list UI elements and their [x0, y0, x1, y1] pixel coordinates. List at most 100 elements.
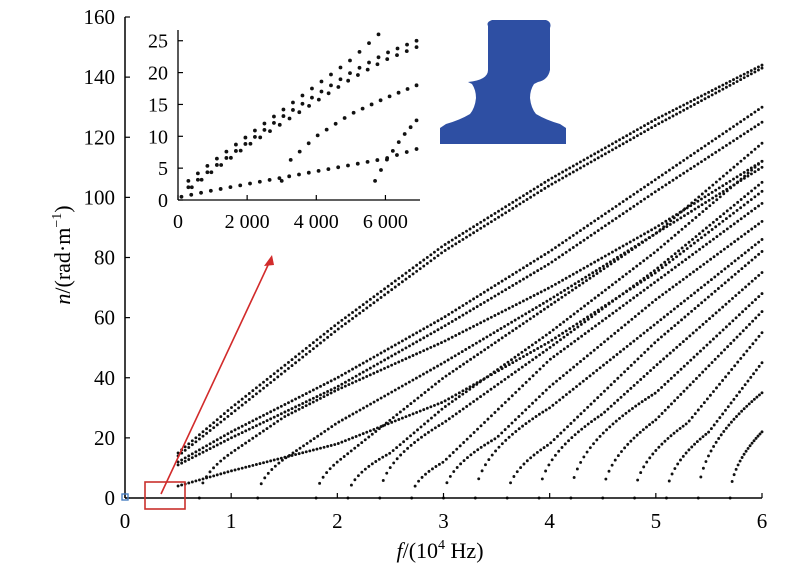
data-point [254, 392, 258, 396]
data-point [660, 173, 664, 177]
data-point [458, 365, 462, 368]
data-point [395, 46, 400, 51]
data-point [326, 91, 331, 96]
data-point [571, 170, 575, 174]
data-point [416, 396, 420, 400]
data-point [711, 201, 715, 205]
data-point [294, 453, 298, 456]
data-point [475, 295, 479, 299]
data-point [411, 354, 415, 357]
data-point [640, 400, 644, 404]
data-point [659, 263, 663, 267]
data-point [593, 296, 597, 300]
data-point [640, 309, 644, 313]
data-point [372, 295, 376, 299]
data-point [265, 377, 269, 381]
data-point [496, 368, 500, 371]
data-point [455, 466, 459, 469]
data-point [754, 368, 758, 372]
data-point [696, 304, 700, 308]
data-point [201, 477, 205, 481]
data-point [623, 252, 627, 256]
data-point [557, 243, 561, 247]
data-point [418, 329, 422, 333]
data-point [418, 261, 422, 265]
data-point [405, 437, 409, 441]
data-point [311, 341, 315, 345]
data-point [721, 412, 725, 416]
data-point [651, 420, 655, 424]
data-point [579, 460, 583, 464]
data-point [237, 446, 240, 450]
data-point [340, 373, 344, 377]
data-point [580, 427, 584, 431]
data-point [397, 276, 401, 280]
data-point [422, 336, 426, 340]
data-point [710, 89, 714, 92]
data-point [496, 382, 500, 386]
data-point [326, 381, 330, 385]
data-point [377, 427, 381, 431]
data-point [447, 397, 451, 401]
data-point [609, 383, 613, 387]
data-point [467, 345, 471, 349]
data-point [486, 417, 490, 421]
data-point [308, 402, 312, 406]
data-point [696, 149, 700, 153]
data-point [689, 167, 693, 171]
data-point [616, 257, 620, 261]
data-point [418, 338, 422, 342]
data-point [578, 229, 582, 233]
data-point [714, 311, 718, 315]
data-point [326, 389, 330, 393]
series-19 [696, 391, 764, 500]
data-point [479, 321, 483, 325]
data-point [692, 241, 696, 245]
data-point [379, 290, 383, 293]
data-point [219, 415, 223, 419]
data-point [265, 460, 269, 464]
data-point [454, 317, 458, 321]
data-point [754, 338, 758, 342]
data-point [591, 371, 595, 375]
data-point [518, 196, 522, 200]
data-point [276, 406, 280, 410]
data-point [572, 365, 576, 369]
data-point [276, 419, 280, 423]
data-point [724, 217, 728, 221]
data-point [585, 279, 588, 283]
data-point [486, 345, 490, 349]
data-point [650, 228, 654, 232]
data-point [499, 365, 503, 369]
data-point [701, 322, 705, 326]
data-point [433, 426, 437, 430]
data-point [637, 402, 641, 406]
data-point [493, 385, 496, 389]
data-point [711, 196, 715, 200]
data-point [354, 308, 358, 312]
data-point [753, 255, 757, 259]
data-point [742, 117, 746, 121]
data-point [578, 382, 582, 386]
data-point [628, 195, 632, 199]
data-point [667, 116, 671, 120]
data-point [542, 364, 545, 368]
data-point [549, 303, 553, 306]
data-point [472, 355, 476, 359]
data-point [650, 120, 654, 124]
data-point [536, 185, 540, 189]
data-point [482, 224, 486, 228]
data-point [459, 462, 463, 466]
data-point [258, 415, 262, 419]
data-point [653, 341, 657, 345]
data-point [589, 233, 593, 237]
data-point [420, 435, 423, 439]
data-point [735, 80, 739, 83]
data-point [739, 159, 743, 163]
data-point [702, 346, 706, 350]
data-point [430, 416, 433, 420]
data-point [513, 318, 517, 322]
data-point [599, 413, 603, 417]
data-point [429, 368, 432, 372]
data-point [266, 471, 270, 475]
